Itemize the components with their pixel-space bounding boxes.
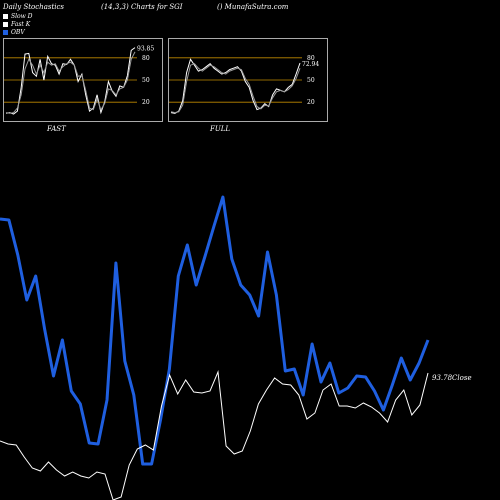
full-last-value: 72.94 [302,61,319,68]
full-series-1 [170,63,301,114]
legend-label-obv: OBV [11,29,25,36]
legend-slow-d: Slow D [3,13,33,20]
legend-fast-k: Fast K [3,21,30,28]
close-label: 93.78Close [432,374,472,382]
fast-series-1 [5,51,136,114]
chart-source: () MunafaSutra.com [217,3,289,11]
full-level-label-80: 80 [307,55,315,62]
fast-stochastic-chart: 20 50 80 93.85 [4,46,154,115]
fast-panel-label: FAST [47,125,66,133]
legend-obv: OBV [3,29,25,36]
legend-label-slow-d: Slow D [11,13,33,20]
legend-label-fast-k: Fast K [11,21,31,28]
fast-panel: 20 50 80 93.85 [3,38,163,122]
fast-level-label-20: 20 [142,99,150,106]
full-level-label-20: 20 [307,99,315,106]
full-series-0 [170,58,301,114]
full-panel: 20 50 80 72.94 [168,38,328,122]
legend-swatch-obv [3,30,8,35]
fast-level-label-80: 80 [142,55,150,62]
obv-chart: 93.78Close [0,195,472,500]
fast-level-label-50: 50 [142,77,150,84]
fast-last-value: 93.85 [137,46,154,53]
obv-line [0,195,430,466]
fast-series-0 [5,47,136,115]
close-line [0,370,429,500]
legend-swatch-slow-d [3,14,8,19]
full-panel-label: FULL [210,125,231,133]
chart-title: Daily Stochastics [3,3,65,11]
chart-params: (14,3,3) Charts for SGI [101,3,183,11]
full-level-label-50: 50 [307,77,315,84]
legend-swatch-fast-k [3,22,8,27]
